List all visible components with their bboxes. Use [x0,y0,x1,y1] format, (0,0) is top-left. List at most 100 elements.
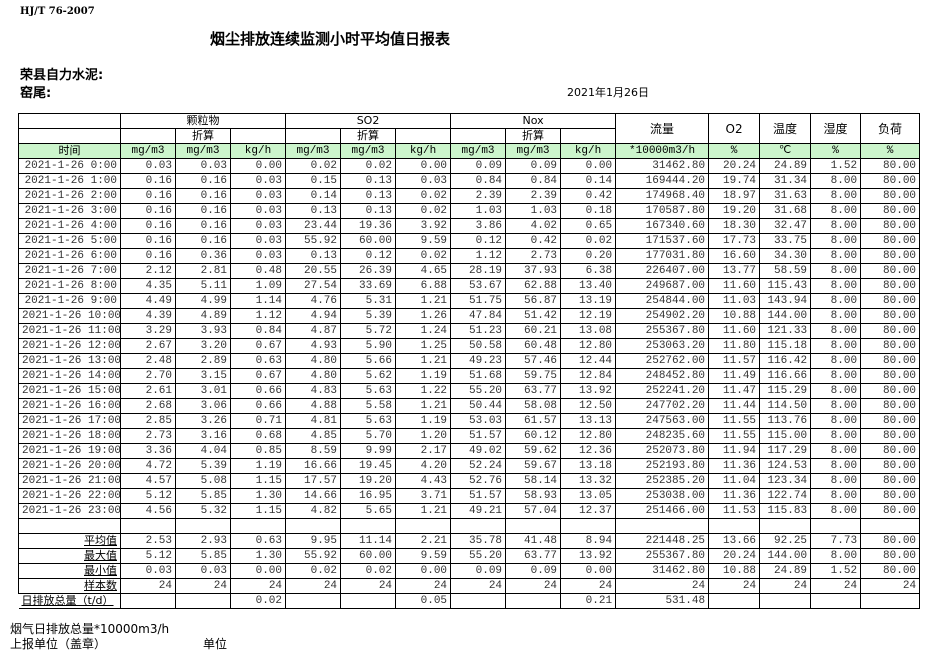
summary-row: 样本数 24 24 24 24 24 24 24 24 24 24 24 24 24 24 [18,578,921,594]
value-cell: 16.95 [340,488,397,504]
time-cell: 2021-1-26 15:00 [18,383,121,399]
value-cell: 19.20 [708,203,761,219]
value-cell: 5.63 [340,383,397,399]
value-cell: 80.00 [860,383,921,399]
value-cell: 0.02 [560,233,617,249]
value-cell: 3.15 [175,368,231,384]
summary-value: 13.66 [708,533,761,549]
value-cell: 252193.80 [615,458,710,474]
value-cell: 121.33 [759,323,812,339]
value-cell: 115.29 [759,383,812,399]
value-cell: 0.03 [229,248,287,264]
value-cell: 174968.40 [615,188,710,204]
header-blank [18,113,121,129]
value-cell: 8.00 [810,218,862,234]
value-cell: 3.16 [175,428,231,444]
value-cell: 80.00 [860,488,921,504]
value-cell: 20.55 [285,263,342,279]
daily-total-value [450,593,507,609]
value-cell: 11.55 [708,413,761,429]
value-cell: 8.00 [810,293,862,309]
value-cell: 13.13 [560,413,617,429]
value-cell: 0.42 [505,233,562,249]
value-cell: 0.16 [120,218,176,234]
value-cell: 11.03 [708,293,761,309]
value-cell: 6.38 [560,263,617,279]
unit-header: % [810,143,862,159]
value-cell: 8.00 [810,413,862,429]
value-cell: 11.04 [708,473,761,489]
value-cell: 11.60 [708,323,761,339]
value-cell: 0.12 [450,233,507,249]
value-cell: 4.88 [285,398,342,414]
value-cell: 80.00 [860,368,921,384]
value-cell: 8.00 [810,473,862,489]
summary-value: 11.14 [340,533,397,549]
value-cell: 80.00 [860,173,921,189]
summary-value: 24 [810,578,862,594]
value-cell: 5.63 [340,413,397,429]
summary-value: 0.03 [175,563,231,579]
value-cell: 12.36 [560,443,617,459]
value-cell: 55.20 [450,383,507,399]
value-cell: 80.00 [860,218,921,234]
company-name: 荣县自力水泥: [20,68,104,83]
value-cell: 144.00 [759,308,812,324]
value-cell: 11.49 [708,368,761,384]
group-particulate: 颗粒物 [119,113,287,129]
value-cell: 31.63 [759,188,812,204]
value-cell: 1.14 [229,293,287,309]
value-cell: 4.02 [505,218,562,234]
value-cell: 2.85 [120,413,176,429]
header-blank [450,128,507,144]
value-cell: 0.02 [395,203,452,219]
value-cell: 5.72 [340,323,397,339]
value-cell: 0.03 [229,203,287,219]
value-cell: 51.42 [505,308,562,324]
value-cell: 8.00 [810,398,862,414]
summary-value: 24 [120,578,176,594]
summary-value: 24 [175,578,231,594]
value-cell: 1.22 [395,383,452,399]
summary-value: 1.30 [229,548,287,564]
value-cell: 1.19 [395,413,452,429]
header-blank [285,128,342,144]
daily-total-value: 0.21 [560,593,617,609]
value-cell: 3.71 [395,488,452,504]
value-cell: 63.77 [505,383,562,399]
value-cell: 1.21 [395,398,452,414]
value-cell: 1.15 [229,473,287,489]
value-cell: 8.00 [810,338,862,354]
value-cell: 5.66 [340,353,397,369]
blank-cell [340,518,397,534]
table-row: 2021-1-26 10:00 4.39 4.89 1.12 4.94 5.39 1.26 4… [18,308,921,324]
value-cell: 17.57 [285,473,342,489]
value-cell: 5.11 [175,278,231,294]
value-cell: 1.03 [450,203,507,219]
blank-cell [560,518,617,534]
summary-value: 24 [759,578,812,594]
value-cell: 0.09 [450,158,507,174]
time-cell: 2021-1-26 1:00 [18,173,121,189]
value-cell: 52.24 [450,458,507,474]
report-title: 烟尘排放连续监测小时平均值日报表 [210,30,451,48]
summary-value: 9.59 [395,548,452,564]
value-cell: 33.75 [759,233,812,249]
unit-header: mg/m3 [175,143,231,159]
table-row: 2021-1-26 22:00 5.12 5.85 1.30 14.66 16.95 3.7… [18,488,921,504]
value-cell: 3.06 [175,398,231,414]
value-cell: 0.14 [285,188,342,204]
summary-value: 7.73 [810,533,862,549]
value-cell: 4.93 [285,338,342,354]
converted-label: 折算 [340,128,397,144]
value-cell: 1.21 [395,353,452,369]
value-cell: 62.88 [505,278,562,294]
value-cell: 80.00 [860,413,921,429]
value-cell: 12.19 [560,308,617,324]
table-row: 2021-1-26 16:00 2.68 3.06 0.66 4.88 5.58 1.21 5… [18,398,921,414]
summary-value: 35.78 [450,533,507,549]
value-cell: 13.19 [560,293,617,309]
value-cell: 11.80 [708,338,761,354]
value-cell: 0.00 [229,158,287,174]
value-cell: 8.00 [810,263,862,279]
